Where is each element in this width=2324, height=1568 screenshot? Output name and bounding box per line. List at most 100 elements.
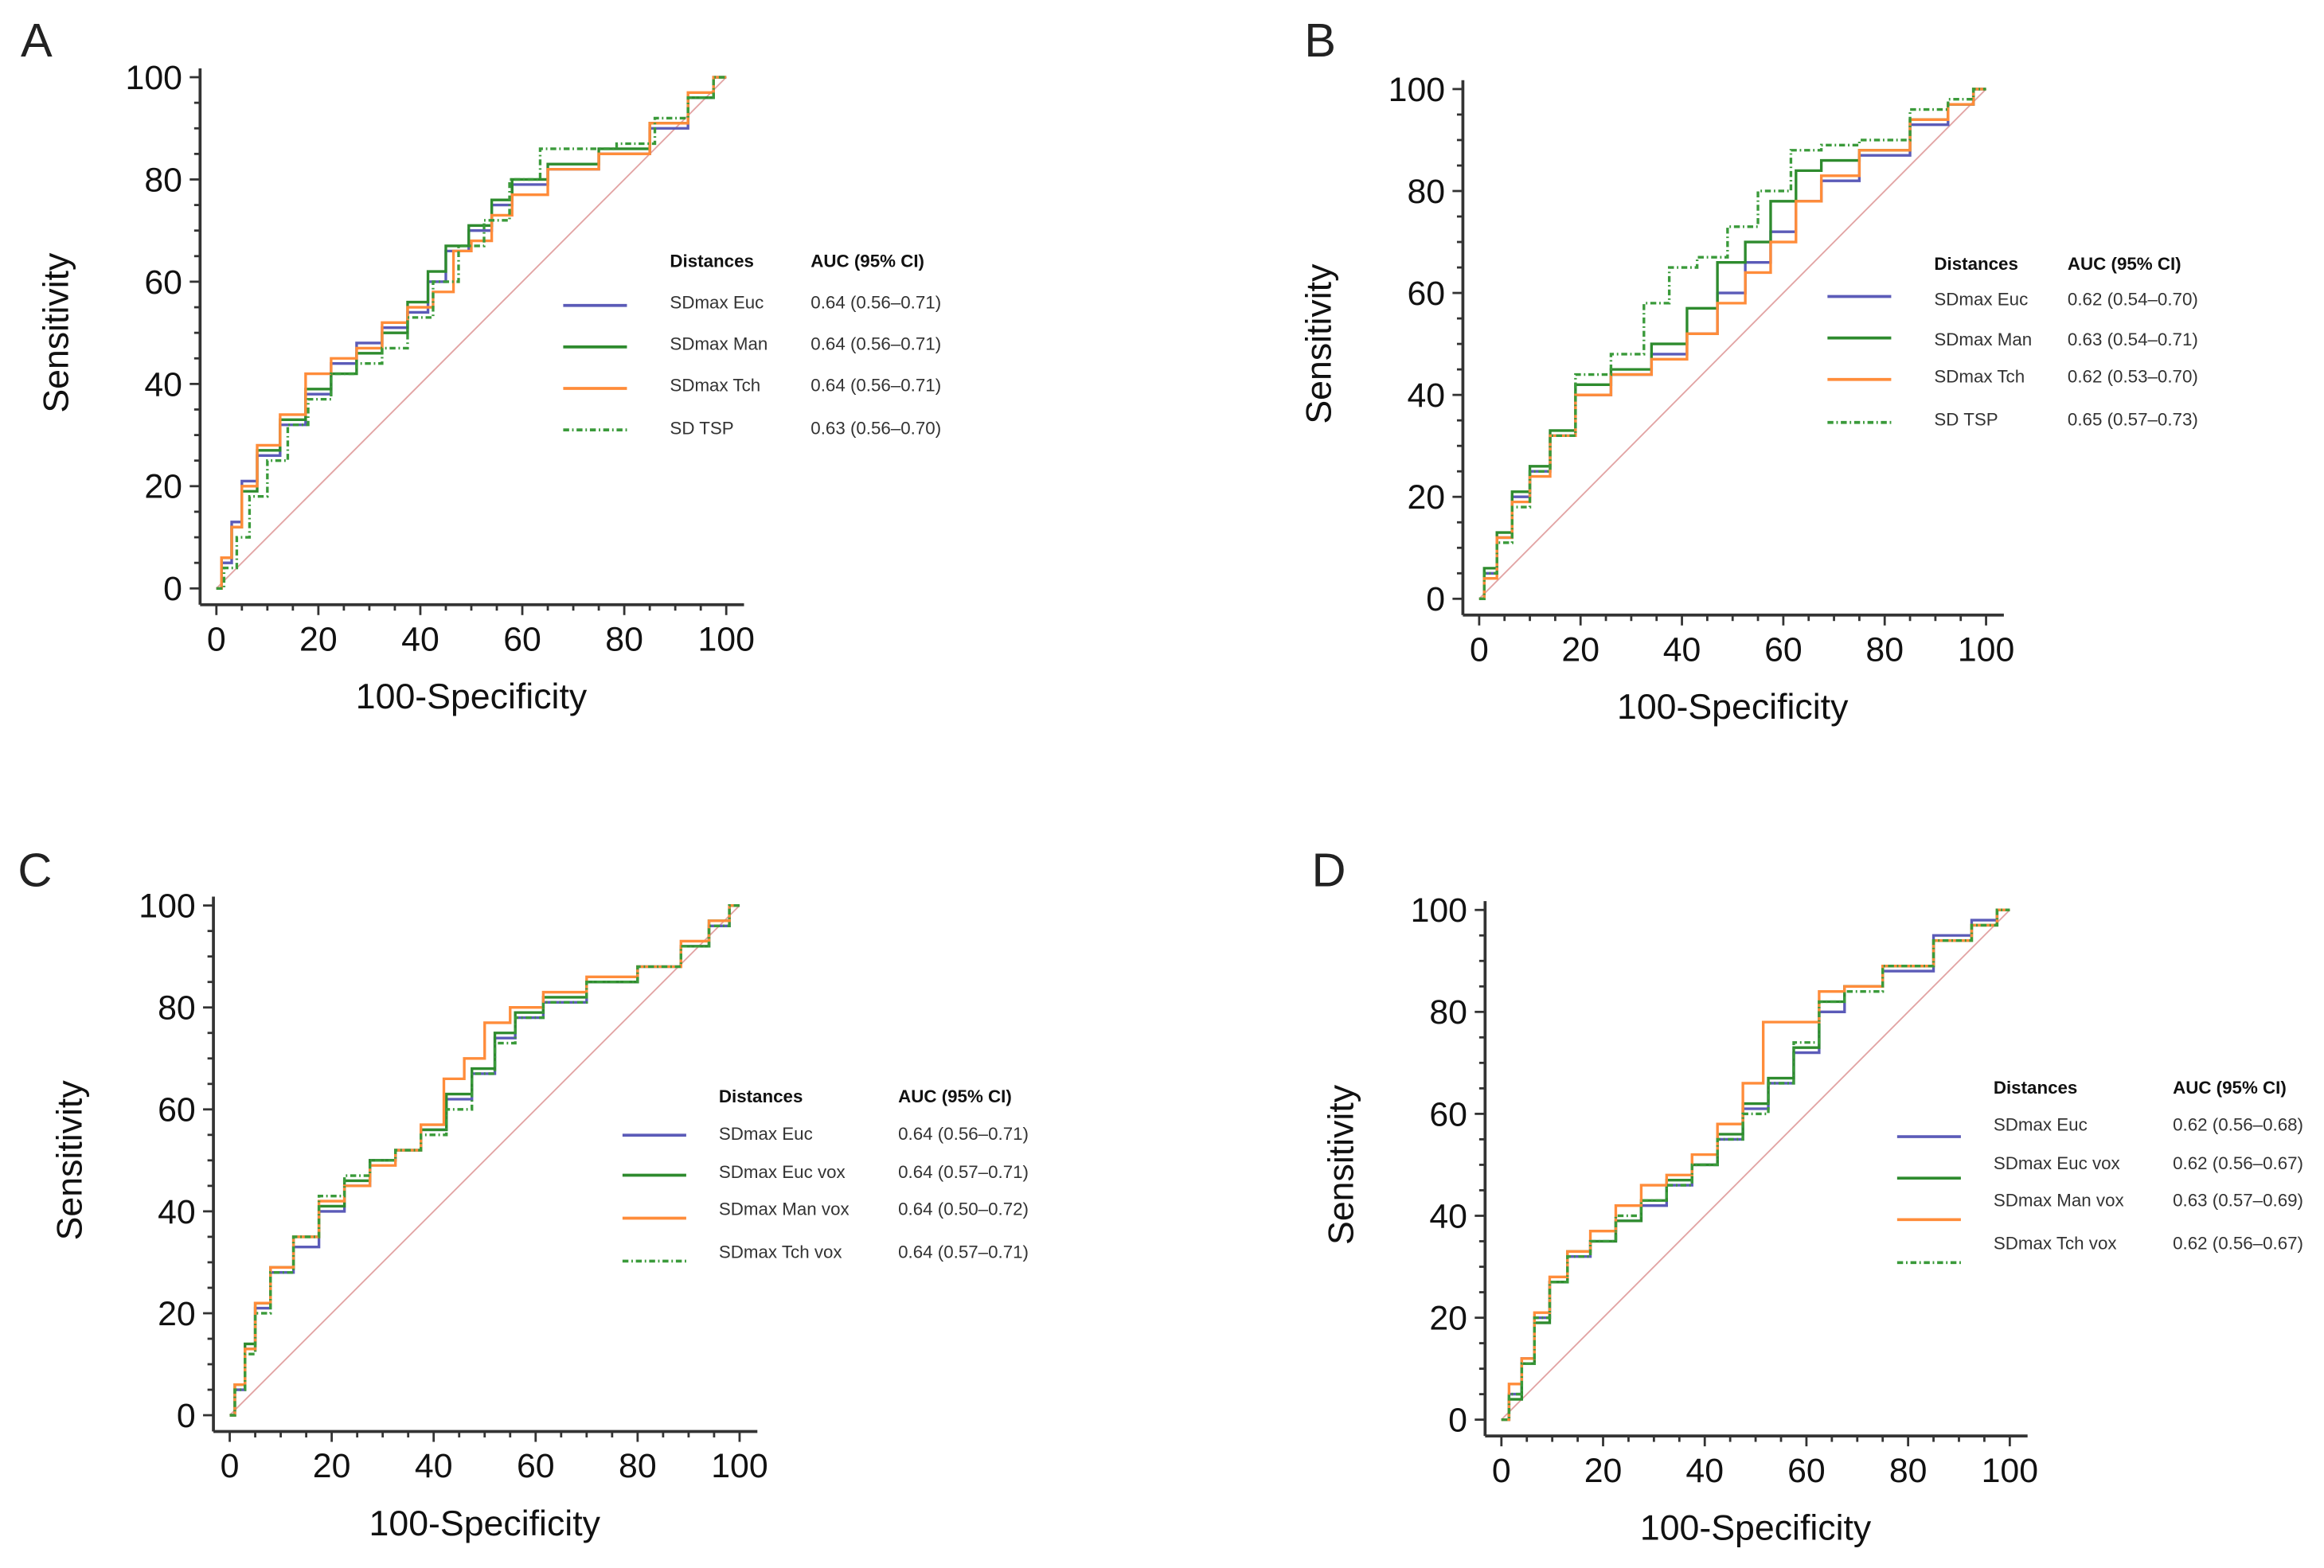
roc-curve-sd-tsp xyxy=(1478,88,1986,600)
roc-curve-sdmax-tch xyxy=(1478,88,1986,600)
y-tick-label: 20 xyxy=(144,468,182,506)
x-tick-label: 60 xyxy=(503,620,541,658)
roc-curve-sd-tsp xyxy=(216,76,727,590)
legend: Distances AUC (95% CI) SDmax Euc 0.64 (0.56… xyxy=(622,1086,1029,1263)
legend: Distances AUC (95% CI) SDmax Euc 0.64 (0.56… xyxy=(563,251,941,439)
y-tick-label: 100 xyxy=(1389,71,1445,109)
x-tick-label: 20 xyxy=(299,620,338,658)
x-tick-label: 20 xyxy=(1584,1452,1623,1490)
y-tick-label: 100 xyxy=(126,59,182,97)
roc-curve-sdmax-tch-vox xyxy=(229,903,740,1417)
legend-auc-value: 0.65 (0.57–0.73) xyxy=(2068,409,2198,429)
roc-curve-sdmax-tch-vox xyxy=(1501,908,2010,1422)
x-axis-title: 100-Specificity xyxy=(1617,688,1849,727)
legend-header-auc: AUC (95% CI) xyxy=(898,1086,1012,1106)
roc-curve-sdmax-tch xyxy=(216,76,727,590)
y-tick-label: 100 xyxy=(139,887,195,926)
legend-header-auc: AUC (95% CI) xyxy=(2173,1078,2287,1098)
x-tick-label: 100 xyxy=(1982,1452,2038,1490)
y-tick-label: 80 xyxy=(144,161,182,199)
legend-auc-value: 0.64 (0.57–0.71) xyxy=(898,1162,1029,1182)
legend-series-name: SDmax Tch vox xyxy=(719,1242,842,1262)
y-axis-title: Sensitivity xyxy=(1322,1084,1361,1245)
roc-curve-sdmax-man-vox xyxy=(1501,908,2010,1422)
x-tick-label: 100 xyxy=(1958,630,2014,669)
y-tick-label: 80 xyxy=(1407,173,1445,211)
legend-auc-value: 0.64 (0.57–0.71) xyxy=(898,1242,1029,1262)
y-tick-label: 40 xyxy=(1407,376,1445,415)
x-tick-label: 60 xyxy=(517,1447,555,1485)
legend-series-name: SDmax Tch vox xyxy=(1994,1234,2117,1254)
y-tick-label: 0 xyxy=(1426,580,1445,618)
y-tick-label: 60 xyxy=(144,263,182,302)
x-tick-label: 40 xyxy=(415,1447,453,1485)
x-tick-label: 80 xyxy=(1865,630,1904,669)
x-tick-label: 80 xyxy=(605,620,643,658)
y-tick-label: 60 xyxy=(1429,1095,1467,1133)
y-axis-title: Sensitivity xyxy=(37,252,76,413)
y-tick-label: 0 xyxy=(1448,1402,1467,1440)
legend-auc-value: 0.63 (0.57–0.69) xyxy=(2173,1191,2303,1211)
panel-label: B xyxy=(1304,14,1336,67)
legend-series-name: SDmax Euc vox xyxy=(1994,1153,2120,1173)
legend-header-auc: AUC (95% CI) xyxy=(2068,254,2181,274)
panel-label: D xyxy=(1312,843,1346,896)
x-tick-label: 100 xyxy=(697,620,754,658)
legend: Distances AUC (95% CI) SDmax Euc 0.62 (0.54… xyxy=(1827,254,2198,429)
legend-header-distances: Distances xyxy=(1994,1078,2078,1098)
legend-auc-value: 0.64 (0.56–0.71) xyxy=(810,376,941,396)
legend-series-name: SDmax Man vox xyxy=(719,1199,850,1219)
legend-series-name: SD TSP xyxy=(1934,409,1998,429)
roc-panel-b: B 0 20 40 60 80 100 0 20 40 60 80 100 100-Specificity… xyxy=(1300,14,2198,727)
legend-auc-value: 0.63 (0.54–0.71) xyxy=(2068,330,2198,349)
legend-header-auc: AUC (95% CI) xyxy=(810,251,924,271)
legend-auc-value: 0.62 (0.54–0.70) xyxy=(2068,290,2198,310)
legend-header-distances: Distances xyxy=(719,1086,803,1106)
y-tick-label: 100 xyxy=(1411,891,1467,930)
legend: Distances AUC (95% CI) SDmax Euc 0.62 (0.56… xyxy=(1896,1078,2303,1265)
y-axis-title: Sensitivity xyxy=(1300,263,1339,424)
legend-auc-value: 0.63 (0.56–0.70) xyxy=(810,419,941,439)
x-axis-title: 100-Specificity xyxy=(356,677,588,716)
x-tick-label: 40 xyxy=(1663,630,1701,669)
y-tick-label: 80 xyxy=(158,989,196,1028)
legend-series-name: SDmax Man vox xyxy=(1994,1191,2124,1211)
y-tick-label: 20 xyxy=(1407,478,1445,517)
x-tick-label: 60 xyxy=(1787,1452,1826,1490)
legend-auc-value: 0.64 (0.56–0.71) xyxy=(810,292,941,312)
reference-diagonal xyxy=(228,904,740,1416)
legend-auc-value: 0.64 (0.56–0.71) xyxy=(810,334,941,354)
y-tick-label: 60 xyxy=(158,1091,196,1129)
x-tick-label: 80 xyxy=(1889,1452,1928,1490)
legend-series-name: SDmax Man xyxy=(670,334,768,354)
legend-series-name: SD TSP xyxy=(670,419,733,439)
legend-auc-value: 0.62 (0.56–0.67) xyxy=(2173,1153,2303,1173)
legend-header-distances: Distances xyxy=(1934,254,2018,274)
x-tick-label: 40 xyxy=(401,620,439,658)
x-tick-label: 40 xyxy=(1685,1452,1724,1490)
legend-series-name: SDmax Euc xyxy=(670,292,764,312)
x-axis-title: 100-Specificity xyxy=(1640,1508,1872,1547)
x-tick-label: 20 xyxy=(313,1447,351,1485)
x-tick-label: 0 xyxy=(1470,630,1489,669)
y-tick-label: 20 xyxy=(1429,1299,1467,1337)
roc-panel-a: A 0 20 40 60 80 100 0 20 40 60 80 100 100-Specificity… xyxy=(21,14,941,716)
legend-header-distances: Distances xyxy=(670,251,754,271)
y-tick-label: 20 xyxy=(158,1295,196,1333)
reference-diagonal xyxy=(216,76,727,589)
panel-label: A xyxy=(21,14,53,67)
legend-auc-value: 0.62 (0.53–0.70) xyxy=(2068,367,2198,387)
y-tick-label: 80 xyxy=(1429,993,1467,1032)
legend-series-name: SDmax Man xyxy=(1934,330,2032,349)
y-tick-label: 60 xyxy=(1407,275,1445,313)
y-axis-title: Sensitivity xyxy=(50,1080,89,1241)
reference-diagonal xyxy=(1501,909,2010,1421)
roc-curve-sdmax-man xyxy=(216,76,727,590)
legend-series-name: SDmax Euc vox xyxy=(719,1162,846,1182)
x-tick-label: 0 xyxy=(1492,1452,1511,1490)
x-tick-label: 100 xyxy=(711,1447,768,1485)
y-tick-label: 0 xyxy=(177,1397,196,1435)
panel-label: C xyxy=(18,843,52,896)
roc-panel-c: C 0 20 40 60 80 100 0 20 40 60 80 100 100-Specificity… xyxy=(18,843,1029,1543)
legend-series-name: SDmax Euc xyxy=(1994,1115,2088,1135)
